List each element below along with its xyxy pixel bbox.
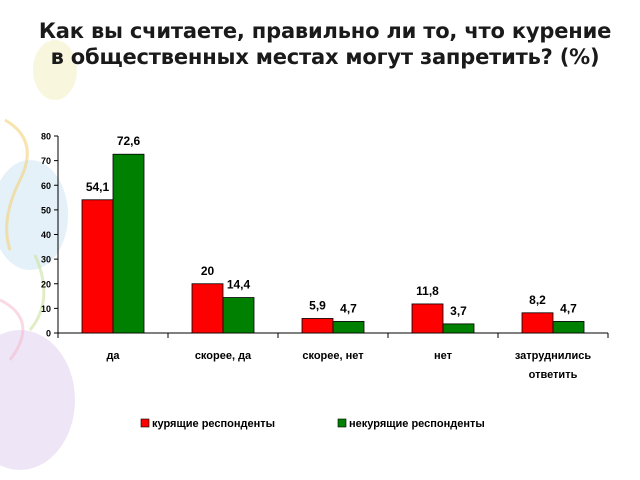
data-label: 8,2 <box>529 293 546 307</box>
data-label: 5,9 <box>309 298 326 312</box>
y-tick-label: 80 <box>41 132 51 142</box>
y-tick-label: 20 <box>41 279 51 289</box>
data-label: 20 <box>201 264 215 278</box>
bar-smokers <box>411 303 444 334</box>
data-label: 4,7 <box>560 301 577 315</box>
y-tick-label: 40 <box>41 230 51 240</box>
category-label: затруднились <box>515 350 592 362</box>
y-tick-label: 30 <box>41 255 51 265</box>
data-label: 54,1 <box>86 180 110 194</box>
y-tick-label: 10 <box>41 304 51 314</box>
bar-nonsmokers <box>112 153 145 334</box>
bar-smokers <box>191 283 224 334</box>
category-label: скорее, да <box>195 350 252 362</box>
category-label: нет <box>434 350 453 362</box>
data-label: 11,8 <box>416 284 439 298</box>
bar-smokers <box>521 312 554 334</box>
y-tick-label: 60 <box>41 181 51 191</box>
category-label: скорее, нет <box>302 350 364 362</box>
data-label: 3,7 <box>450 304 467 318</box>
category-label: ответить <box>529 369 578 381</box>
bar-smokers <box>81 199 114 334</box>
legend-label-smokers: курящие респонденты <box>152 418 275 430</box>
bar-nonsmokers <box>332 321 365 334</box>
slide-title: Как вы считаете, правильно ли то, что ку… <box>38 19 612 69</box>
bar-nonsmokers <box>222 297 255 334</box>
legend-label-nonsmokers: некурящие респонденты <box>349 418 485 430</box>
bar-smokers <box>301 318 334 334</box>
y-tick-label: 0 <box>46 329 51 339</box>
bar-nonsmokers <box>442 323 475 334</box>
data-label: 72,6 <box>117 134 141 148</box>
data-label: 4,7 <box>340 301 357 315</box>
legend-swatch-smokers <box>140 418 150 428</box>
bar-nonsmokers <box>552 321 585 334</box>
category-label: да <box>106 350 120 362</box>
y-tick-label: 70 <box>41 156 51 166</box>
legend-swatch-nonsmokers <box>337 418 347 428</box>
y-tick-label: 50 <box>41 205 51 215</box>
data-label: 14,4 <box>227 278 251 292</box>
